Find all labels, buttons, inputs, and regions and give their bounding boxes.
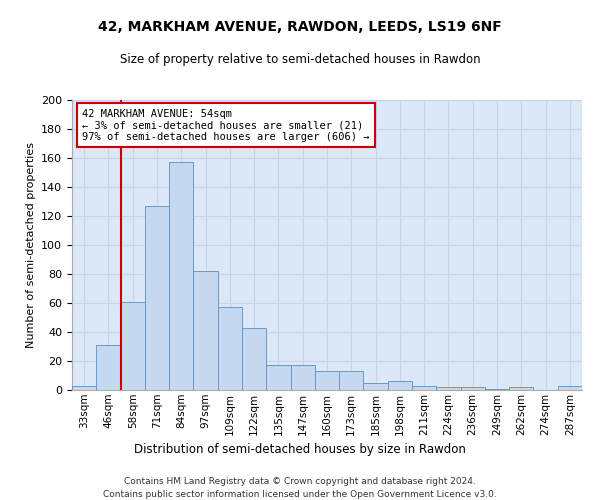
Bar [96,345,121,390]
Bar [121,302,145,390]
Bar [412,386,436,390]
Bar [169,162,193,390]
Y-axis label: Number of semi-detached properties: Number of semi-detached properties [26,142,35,348]
Bar [461,387,485,390]
Text: Size of property relative to semi-detached houses in Rawdon: Size of property relative to semi-detach… [119,52,481,66]
Bar [218,308,242,390]
Bar [315,371,339,390]
Bar [72,386,96,390]
Bar [364,383,388,390]
Bar [339,371,364,390]
Bar [485,388,509,390]
Bar [145,206,169,390]
Bar [290,366,315,390]
Text: Contains public sector information licensed under the Open Government Licence v3: Contains public sector information licen… [103,490,497,499]
Bar [388,382,412,390]
Bar [509,387,533,390]
Text: Contains HM Land Registry data © Crown copyright and database right 2024.: Contains HM Land Registry data © Crown c… [124,478,476,486]
Bar [193,271,218,390]
Text: 42 MARKHAM AVENUE: 54sqm
← 3% of semi-detached houses are smaller (21)
97% of se: 42 MARKHAM AVENUE: 54sqm ← 3% of semi-de… [82,108,370,142]
Bar [242,328,266,390]
Text: 42, MARKHAM AVENUE, RAWDON, LEEDS, LS19 6NF: 42, MARKHAM AVENUE, RAWDON, LEEDS, LS19 … [98,20,502,34]
Text: Distribution of semi-detached houses by size in Rawdon: Distribution of semi-detached houses by … [134,442,466,456]
Bar [436,387,461,390]
Bar [558,386,582,390]
Bar [266,366,290,390]
